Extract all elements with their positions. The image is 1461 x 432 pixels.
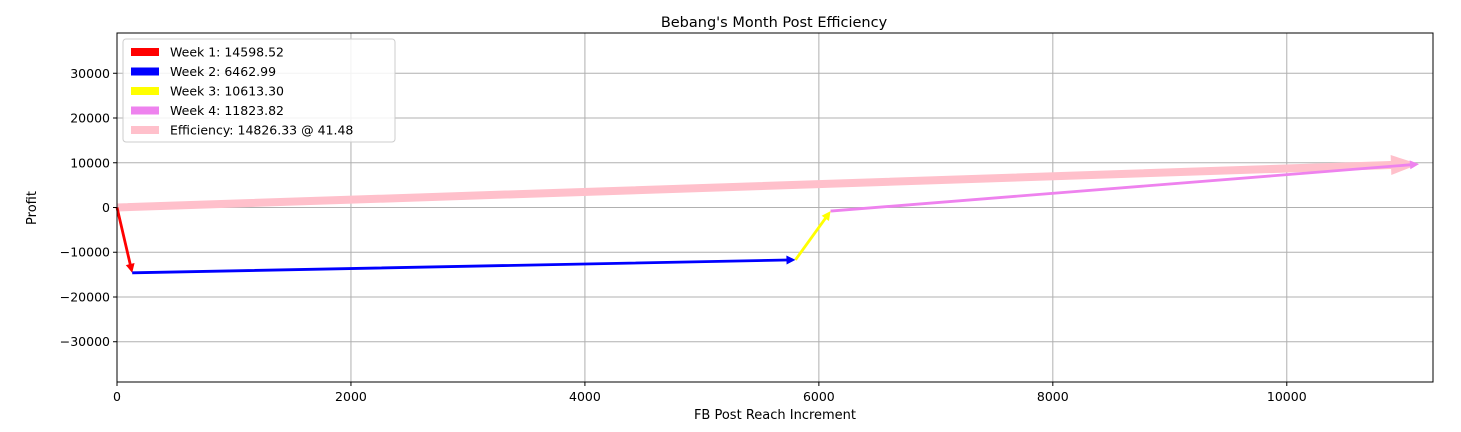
- legend-entry: Week 3: 10613.30: [170, 84, 284, 99]
- y-axis: −30000 −20000 −10000 0 10000 20000 30000: [60, 66, 117, 349]
- arrow-1: [115, 207, 135, 273]
- legend: Week 1: 14598.52 Week 2: 6462.99 Week 3: 1…: [122, 38, 396, 143]
- x-tick-label: 0: [113, 389, 121, 404]
- y-tick-label: −20000: [60, 289, 110, 304]
- legend-entry: Week 2: 6462.99: [170, 64, 276, 79]
- legend-swatch: [131, 48, 159, 56]
- legend-swatch: [131, 87, 159, 95]
- y-tick-label: 10000: [70, 155, 110, 170]
- legend-swatch: [131, 126, 159, 134]
- x-axis: 0 2000 4000 6000 8000 10000: [113, 382, 1307, 404]
- x-tick-label: 2000: [335, 389, 367, 404]
- legend-entry: Week 4: 11823.82: [170, 103, 284, 118]
- x-axis-title: FB Post Reach Increment: [694, 408, 856, 423]
- arrow-3: [794, 211, 831, 261]
- y-tick-label: 0: [102, 200, 110, 215]
- x-tick-label: 10000: [1267, 389, 1307, 404]
- y-tick-label: −30000: [60, 334, 110, 349]
- arrow-2: [132, 255, 796, 275]
- y-tick-label: −10000: [60, 245, 110, 260]
- x-tick-label: 6000: [803, 389, 835, 404]
- y-tick-label: 20000: [70, 111, 110, 126]
- legend-entry: Week 1: 14598.52: [170, 45, 284, 60]
- x-tick-label: 8000: [1037, 389, 1069, 404]
- y-tick-label: 30000: [70, 66, 110, 81]
- arrow-4: [830, 160, 1419, 213]
- legend-box: [122, 38, 396, 143]
- legend-swatch: [131, 106, 159, 115]
- legend-swatch: [131, 67, 159, 76]
- y-axis-title: Profit: [25, 191, 40, 225]
- chart-title: Bebang's Month Post Efficiency: [661, 15, 888, 31]
- x-tick-label: 4000: [569, 389, 601, 404]
- legend-entry: Efficiency: 14826.33 @ 41.48: [170, 123, 353, 138]
- arrow-5: [116, 155, 1419, 212]
- arrow-layer: [115, 155, 1419, 275]
